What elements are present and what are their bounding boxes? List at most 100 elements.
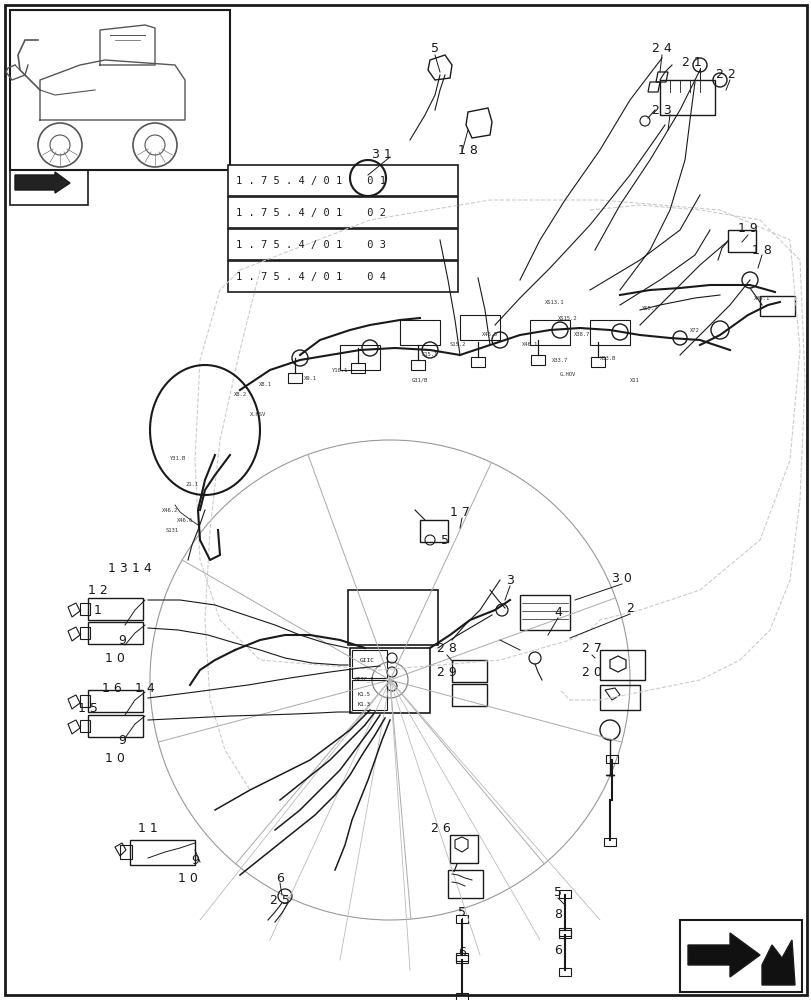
Bar [350, 363, 365, 373]
Text: K1.5: K1.5 [358, 692, 371, 697]
Bar [530, 355, 544, 365]
Bar [228, 229, 457, 260]
Text: 1 0: 1 0 [178, 871, 198, 884]
Text: 2 0: 2 0 [581, 666, 601, 678]
Text: X9.1: X9.1 [303, 375, 316, 380]
Bar [590, 320, 629, 345]
Polygon shape [687, 933, 759, 977]
Text: 1 8: 1 8 [457, 143, 478, 156]
Bar [558, 890, 570, 898]
Text: 9: 9 [118, 634, 126, 647]
Bar [10, 10, 230, 170]
Bar [228, 261, 457, 292]
Text: X72: X72 [689, 328, 699, 332]
Text: 1 4: 1 4 [132, 562, 152, 574]
Bar [452, 684, 487, 706]
Text: 5: 5 [440, 534, 448, 546]
Text: Y31.B: Y31.B [169, 456, 186, 460]
Bar [419, 520, 448, 542]
Text: X46.2: X46.2 [161, 508, 178, 512]
Bar [460, 315, 500, 340]
Text: XM4.1: XM4.1 [753, 296, 769, 300]
Bar [456, 953, 467, 961]
Bar [530, 320, 569, 345]
Bar [449, 835, 478, 863]
Bar [80, 603, 90, 615]
Text: G.HOV: G.HOV [560, 372, 576, 377]
Bar [452, 660, 487, 682]
Bar [80, 720, 90, 732]
Polygon shape [15, 172, 70, 193]
Bar [470, 357, 484, 367]
Text: 1 . 7 5 . 4 / 0 1    0 1: 1 . 7 5 . 4 / 0 1 0 1 [236, 176, 385, 186]
Text: 1 0: 1 0 [105, 752, 125, 764]
Bar [88, 690, 143, 712]
Text: K1.3: K1.3 [358, 702, 371, 707]
Text: 1 0: 1 0 [105, 652, 125, 664]
Text: 2: 2 [625, 601, 633, 614]
Bar [88, 715, 143, 737]
Text: 2 6: 2 6 [431, 822, 450, 834]
Bar [679, 920, 801, 992]
Text: 2 8: 2 8 [436, 642, 457, 654]
Text: 1 6: 1 6 [102, 682, 122, 694]
Text: 9: 9 [191, 854, 199, 866]
Bar [228, 165, 457, 196]
Text: X46.6: X46.6 [177, 518, 193, 522]
Bar [558, 928, 570, 936]
Text: 1 5: 1 5 [78, 702, 98, 714]
Text: 1 3: 1 3 [108, 562, 127, 574]
Text: 1 1: 1 1 [138, 822, 157, 834]
Text: 6: 6 [457, 946, 466, 958]
Bar [10, 170, 88, 205]
Text: 1: 1 [94, 603, 102, 616]
Bar [88, 598, 143, 620]
Text: Y10.1: Y10.1 [332, 367, 348, 372]
Bar [759, 296, 794, 316]
Text: 1 4: 1 4 [135, 682, 155, 694]
Text: 2 9: 2 9 [436, 666, 457, 678]
Polygon shape [761, 940, 794, 985]
Text: 6: 6 [276, 871, 284, 884]
Bar [456, 955, 467, 963]
Text: 8: 8 [553, 908, 561, 922]
Bar [605, 755, 617, 763]
Bar [558, 968, 570, 976]
Bar [599, 650, 644, 680]
Text: 2 7: 2 7 [581, 642, 601, 654]
Text: 2 3: 2 3 [651, 104, 671, 116]
Text: XS13.1: XS13.1 [544, 300, 564, 306]
Text: GIIC: GIIC [359, 658, 375, 663]
Text: 9: 9 [118, 734, 126, 746]
Bar [288, 373, 302, 383]
Text: S131: S131 [165, 528, 178, 532]
Bar [80, 695, 90, 707]
Bar [228, 197, 457, 228]
Bar [340, 345, 380, 370]
Text: X11: X11 [629, 377, 639, 382]
Bar [80, 627, 90, 639]
Bar [120, 845, 132, 859]
Text: 1 7: 1 7 [449, 506, 470, 518]
Text: S15.1: S15.1 [422, 353, 438, 358]
Bar [456, 915, 467, 923]
Bar [351, 650, 387, 678]
Bar [519, 595, 569, 630]
Text: X.HSV: X.HSV [250, 412, 266, 418]
Text: 5: 5 [553, 886, 561, 898]
Bar [410, 360, 424, 370]
Text: G31/B: G31/B [411, 377, 427, 382]
Text: 2 5: 2 5 [270, 894, 290, 906]
Text: 1 2: 1 2 [88, 584, 108, 596]
Bar [88, 622, 143, 644]
Text: 2 2: 2 2 [715, 68, 735, 82]
Text: X8.2: X8.2 [234, 392, 247, 397]
Text: X46.1: X46.1 [521, 342, 538, 348]
Bar [558, 930, 570, 938]
Text: 21.1: 21.1 [185, 483, 198, 488]
Text: 1 9: 1 9 [737, 222, 757, 234]
Bar [659, 80, 714, 115]
Bar [603, 838, 616, 846]
Bar [351, 680, 387, 710]
Text: GIIC_2: GIIC_2 [354, 676, 374, 682]
